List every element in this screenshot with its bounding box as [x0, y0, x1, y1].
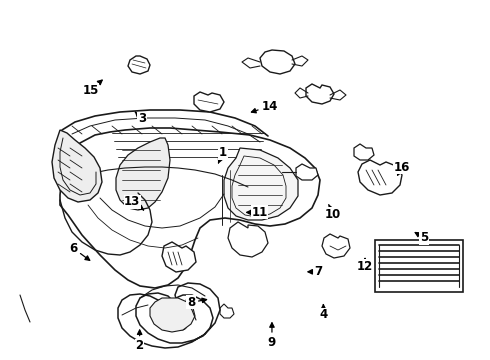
Circle shape	[177, 320, 187, 330]
Text: 8: 8	[187, 296, 207, 309]
Polygon shape	[52, 130, 102, 202]
Polygon shape	[118, 283, 220, 348]
Polygon shape	[128, 56, 150, 74]
Polygon shape	[375, 240, 463, 292]
Polygon shape	[150, 298, 195, 332]
Polygon shape	[194, 92, 224, 112]
Polygon shape	[220, 304, 234, 318]
Polygon shape	[60, 128, 320, 288]
Polygon shape	[224, 148, 298, 220]
Text: 3: 3	[135, 112, 146, 125]
Circle shape	[163, 317, 173, 327]
Polygon shape	[162, 242, 196, 272]
Text: 12: 12	[357, 258, 373, 273]
Text: 14: 14	[251, 100, 278, 113]
Polygon shape	[322, 234, 350, 258]
Text: 13: 13	[124, 195, 144, 210]
Text: 10: 10	[325, 204, 342, 221]
Polygon shape	[228, 222, 268, 257]
Text: 5: 5	[415, 231, 428, 244]
Polygon shape	[116, 138, 170, 210]
Text: 4: 4	[319, 305, 327, 321]
Polygon shape	[306, 84, 334, 104]
Text: 16: 16	[393, 161, 410, 175]
Text: 2: 2	[136, 330, 144, 352]
Text: 1: 1	[219, 147, 227, 163]
Polygon shape	[260, 50, 295, 74]
Text: 7: 7	[308, 265, 322, 278]
Text: 15: 15	[82, 80, 102, 96]
Text: 11: 11	[247, 206, 268, 219]
Circle shape	[158, 298, 170, 310]
Polygon shape	[354, 144, 374, 160]
Polygon shape	[296, 164, 318, 180]
Text: 6: 6	[70, 242, 90, 260]
Text: 9: 9	[268, 323, 276, 348]
Circle shape	[171, 305, 185, 319]
Polygon shape	[358, 160, 402, 195]
